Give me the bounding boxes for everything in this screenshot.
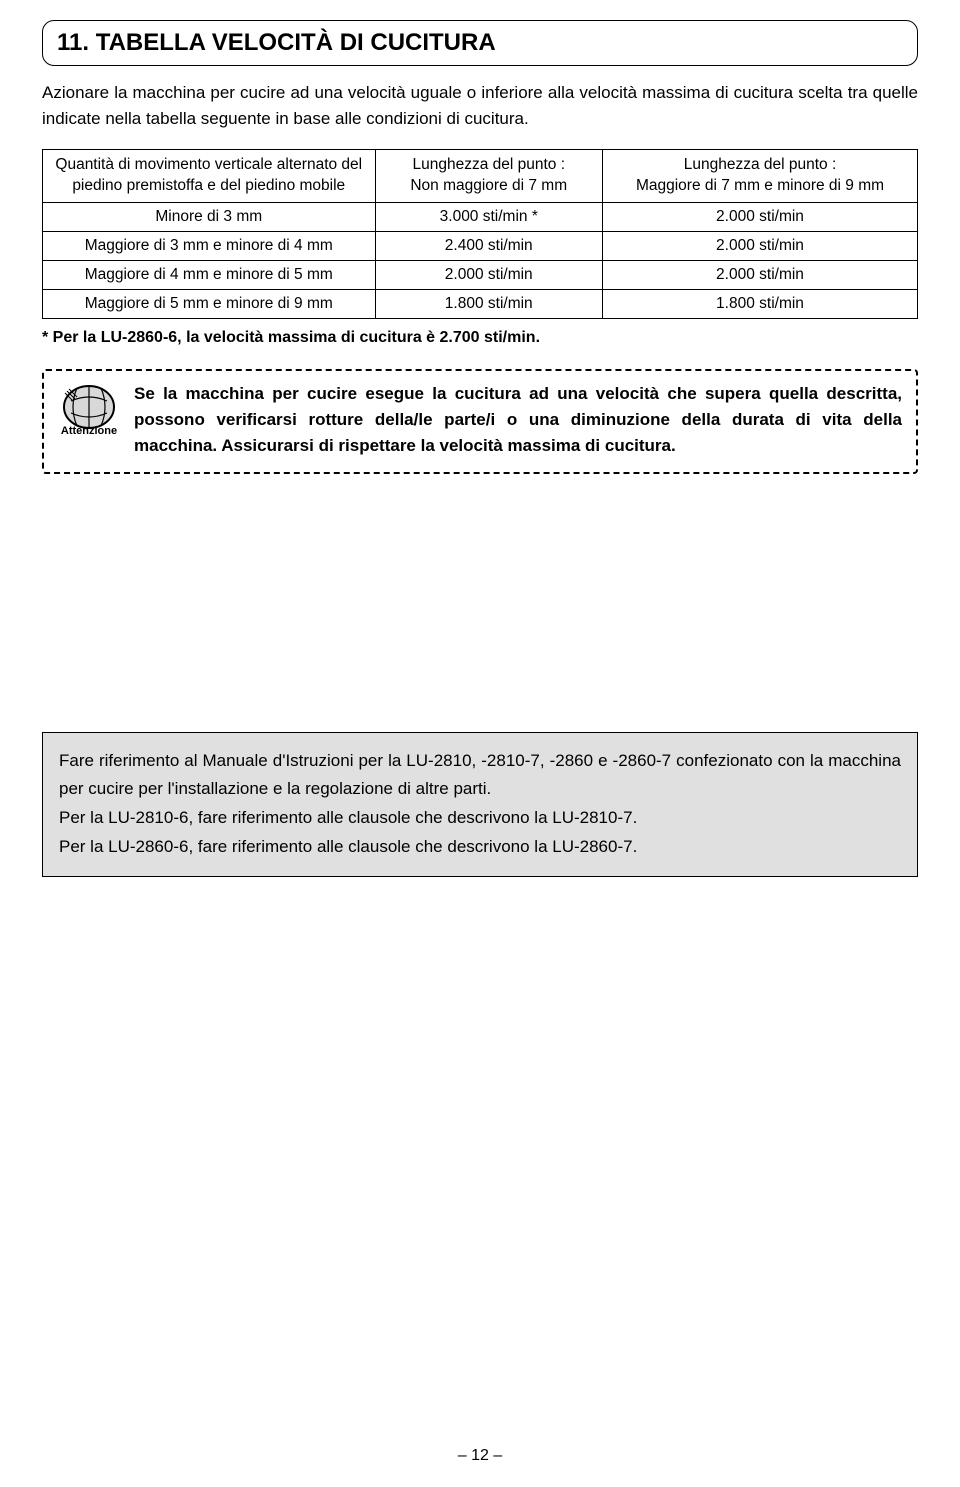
reference-p1: Fare riferimento al Manuale d'Istruzioni… bbox=[59, 747, 901, 805]
warning-text: Se la macchina per cucire esegue la cuci… bbox=[134, 381, 902, 460]
table-cell: 1.800 sti/min bbox=[603, 289, 918, 318]
warning-box: Attenzione Se la macchina per cucire ese… bbox=[42, 369, 918, 474]
section-title-container: 11. TABELLA VELOCITÀ DI CUCITURA bbox=[42, 20, 918, 66]
table-body: Minore di 3 mm 3.000 sti/min * 2.000 sti… bbox=[43, 202, 918, 318]
intro-paragraph: Azionare la macchina per cucire ad una v… bbox=[42, 80, 918, 133]
table-cell: Minore di 3 mm bbox=[43, 202, 376, 231]
table-cell: Maggiore di 4 mm e minore di 5 mm bbox=[43, 260, 376, 289]
reference-box: Fare riferimento al Manuale d'Istruzioni… bbox=[42, 732, 918, 878]
reference-p2: Per la LU-2810-6, fare riferimento alle … bbox=[59, 804, 901, 833]
table-header-1: Lunghezza del punto :Non maggiore di 7 m… bbox=[375, 149, 603, 202]
table-cell: Maggiore di 5 mm e minore di 9 mm bbox=[43, 289, 376, 318]
table-row: Minore di 3 mm 3.000 sti/min * 2.000 sti… bbox=[43, 202, 918, 231]
page-number: – 12 – bbox=[0, 1447, 960, 1465]
speed-table: Quantità di movimento verticale alternat… bbox=[42, 149, 918, 319]
footnote: * Per la LU-2860-6, la velocità massima … bbox=[42, 329, 918, 347]
table-header-0: Quantità di movimento verticale alternat… bbox=[43, 149, 376, 202]
table-row: Maggiore di 3 mm e minore di 4 mm 2.400 … bbox=[43, 231, 918, 260]
table-cell: 2.000 sti/min bbox=[375, 260, 603, 289]
table-cell: 3.000 sti/min * bbox=[375, 202, 603, 231]
table-cell: 2.000 sti/min bbox=[603, 260, 918, 289]
section-title: 11. TABELLA VELOCITÀ DI CUCITURA bbox=[57, 29, 903, 57]
table-cell: 2.000 sti/min bbox=[603, 202, 918, 231]
table-header-row: Quantità di movimento verticale alternat… bbox=[43, 149, 918, 202]
table-row: Maggiore di 4 mm e minore di 5 mm 2.000 … bbox=[43, 260, 918, 289]
warning-label: Attenzione bbox=[61, 425, 117, 437]
table-row: Maggiore di 5 mm e minore di 9 mm 1.800 … bbox=[43, 289, 918, 318]
table-cell: Maggiore di 3 mm e minore di 4 mm bbox=[43, 231, 376, 260]
table-header-2: Lunghezza del punto :Maggiore di 7 mm e … bbox=[603, 149, 918, 202]
table-cell: 2.400 sti/min bbox=[375, 231, 603, 260]
warning-icon: Attenzione bbox=[58, 381, 120, 437]
table-cell: 1.800 sti/min bbox=[375, 289, 603, 318]
reference-p3: Per la LU-2860-6, fare riferimento alle … bbox=[59, 833, 901, 862]
table-cell: 2.000 sti/min bbox=[603, 231, 918, 260]
